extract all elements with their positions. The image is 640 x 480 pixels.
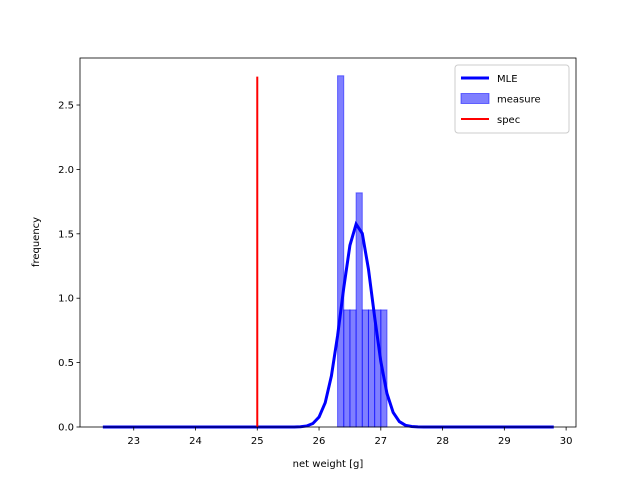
x-tick-label: 23	[127, 436, 140, 447]
histogram-bar	[343, 309, 351, 428]
x-tick-label: 25	[251, 436, 264, 447]
y-tick-label: 2.5	[58, 101, 74, 112]
histogram-bar	[349, 309, 357, 428]
y-tick-label: 1.5	[58, 229, 74, 240]
x-tick-label: 30	[560, 436, 573, 447]
x-tick-label: 27	[374, 436, 387, 447]
y-tick-label: 0.0	[58, 423, 74, 434]
x-tick-label: 26	[313, 436, 326, 447]
legend-label: spec	[497, 115, 520, 126]
y-tick-label: 1.0	[58, 294, 74, 305]
x-tick-label: 29	[498, 436, 511, 447]
y-tick-label: 0.5	[58, 358, 74, 369]
x-tick-label: 28	[436, 436, 449, 447]
legend-label: MLE	[497, 74, 518, 85]
y-axis-label: frequency	[31, 217, 42, 267]
x-axis-label: net weight [g]	[293, 459, 364, 470]
y-tick-label: 2.0	[58, 165, 74, 176]
line	[102, 220, 554, 429]
histogram-bar	[367, 309, 376, 428]
histogram-bar	[361, 309, 369, 428]
legend-patch	[460, 93, 490, 104]
plot-frame	[79, 57, 577, 428]
x-tick-label: 24	[189, 436, 202, 447]
legend-label: measure	[497, 95, 541, 106]
legend-box	[454, 64, 570, 134]
histogram-bar	[337, 75, 345, 428]
